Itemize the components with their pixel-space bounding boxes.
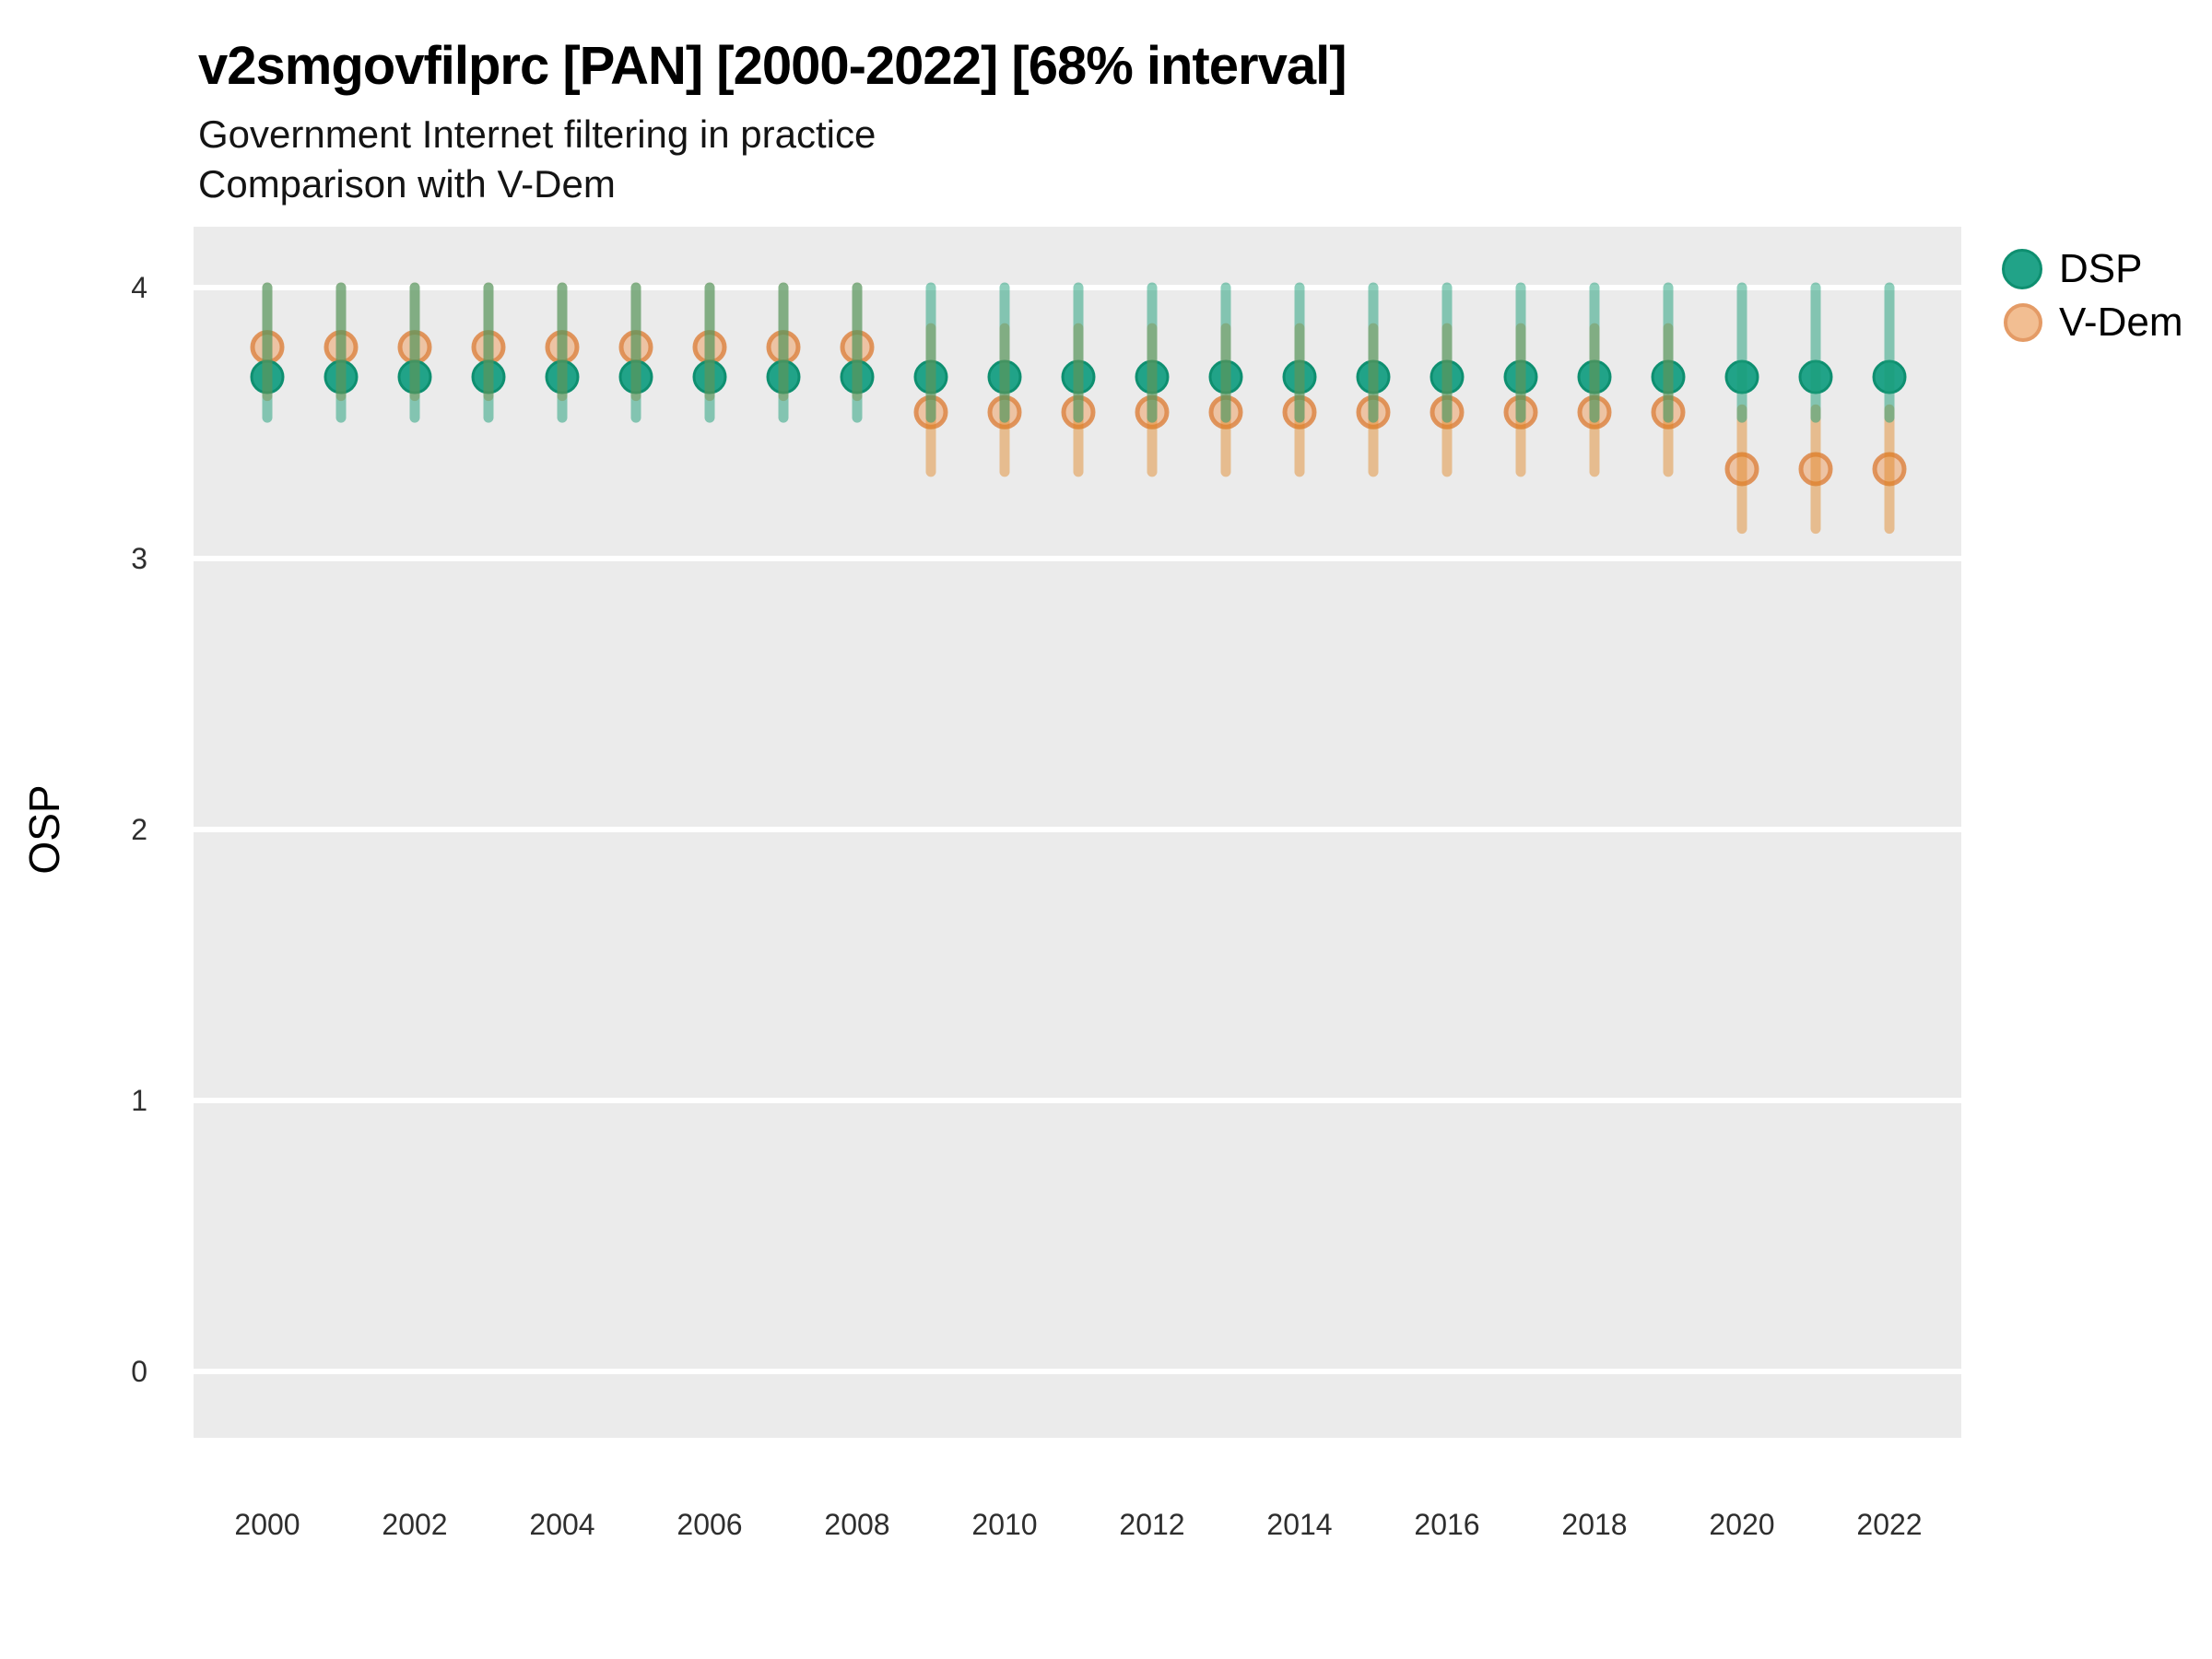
y-tick-0: 0 <box>131 1355 147 1388</box>
vdem-point-icon <box>2004 303 2042 342</box>
chart-title: v2smgovfilprc [PAN] [2000-2022] [68% int… <box>198 36 1347 96</box>
x-tick-2002: 2002 <box>382 1508 448 1541</box>
x-tick-2006: 2006 <box>677 1508 743 1541</box>
y-tick-1: 1 <box>131 1084 147 1117</box>
legend-label-dsp: DSP <box>2059 246 2143 291</box>
x-tick-2008: 2008 <box>824 1508 890 1541</box>
x-tick-2016: 2016 <box>1414 1508 1480 1541</box>
x-tick-2014: 2014 <box>1266 1508 1333 1541</box>
y-tick-3: 3 <box>131 542 147 575</box>
x-tick-2022: 2022 <box>1856 1508 1923 1541</box>
vdem-point-2021 <box>1798 452 1833 487</box>
vdem-point-2020 <box>1724 452 1759 487</box>
x-tick-2004: 2004 <box>529 1508 595 1541</box>
dsp-point-icon <box>2002 249 2042 289</box>
y-tick-2: 2 <box>131 813 147 846</box>
x-tick-2010: 2010 <box>971 1508 1038 1541</box>
chart-subtitle: Government Internet filtering in practic… <box>198 112 877 156</box>
legend-label-vdem: V-Dem <box>2059 300 2183 345</box>
x-tick-2018: 2018 <box>1561 1508 1628 1541</box>
vdem-point-2022 <box>1872 452 1907 487</box>
x-tick-2020: 2020 <box>1709 1508 1775 1541</box>
x-tick-2000: 2000 <box>234 1508 300 1541</box>
y-tick-4: 4 <box>131 271 147 304</box>
chart-subtitle-2: Comparison with V-Dem <box>198 162 616 206</box>
x-tick-2012: 2012 <box>1119 1508 1185 1541</box>
